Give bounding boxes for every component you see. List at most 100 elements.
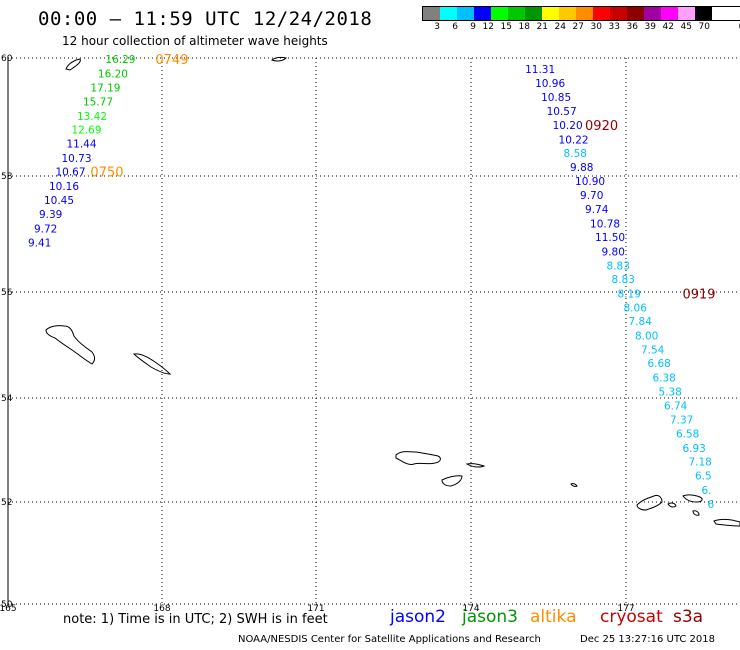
scale-label: 18	[518, 22, 530, 32]
wave-height-value: 9.41	[28, 238, 51, 250]
pass-time-label: 0919	[682, 287, 715, 302]
coastline-st-george-island	[132, 353, 172, 375]
coastline-amchitka-island	[713, 519, 740, 527]
scale-swatch	[457, 7, 474, 20]
scale-swatch	[627, 7, 644, 20]
wave-height-value: 9.39	[39, 209, 62, 221]
footer-credit: NOAA/NESDIS Center for Satellite Applica…	[238, 634, 541, 645]
wave-height-value: 12.69	[71, 125, 101, 137]
scale-label: 12	[482, 22, 494, 32]
scale-label: 70	[698, 22, 710, 32]
altimeter-tracks: 16.29 16.20 17.19 15.77 13.42 12.69 11.44 10.73…	[28, 54, 714, 511]
wave-height-value: 10.20	[553, 120, 583, 132]
coastline-agattu-island	[441, 475, 463, 487]
coastlines	[45, 56, 740, 527]
longitude-label: 171	[307, 604, 324, 614]
footer-timestamp: Dec 25 13:27:16 UTC 2018	[580, 634, 715, 645]
longitude-label: 165	[0, 604, 17, 614]
scale-label: 27	[572, 22, 584, 32]
scale-label: 3	[434, 22, 440, 32]
wave-height-value: 13.42	[77, 111, 107, 123]
legend-altika: altika	[530, 607, 577, 627]
scale-swatch	[491, 7, 508, 20]
wave-height-value: 10.45	[44, 195, 74, 207]
coastline-kiska-island	[636, 494, 663, 511]
graticule: 165 168 171 174 177 60 58 56 54 52 50	[0, 54, 740, 614]
wave-height-value: 9.80	[602, 246, 625, 258]
wave-height-value: 6.	[701, 485, 711, 497]
coastline-little-sitkin	[667, 502, 677, 508]
scale-swatch	[474, 7, 491, 20]
scale-label: 21	[536, 22, 548, 32]
pass-time-label: 0750	[90, 166, 123, 181]
latitude-label: 52	[1, 498, 12, 508]
wave-height-value: 10.96	[535, 78, 565, 90]
wave-height-value: 10.22	[559, 134, 589, 146]
wave-height-value: 6.38	[652, 372, 675, 384]
scale-label: 9	[470, 22, 476, 32]
scale-swatch	[644, 7, 661, 20]
wave-height-value: 6.5	[695, 471, 712, 483]
wave-height-value: 7.18	[688, 456, 711, 468]
scale-label: 24	[554, 22, 566, 32]
longitude-label: 168	[153, 604, 170, 614]
latitude-label: 54	[1, 394, 13, 404]
wave-height-value: 7.37	[670, 414, 693, 426]
wave-height-value: 9.70	[580, 190, 603, 202]
latitude-label: 56	[1, 288, 13, 298]
wave-height-value: 8.19	[618, 288, 641, 300]
scale-swatch	[610, 7, 627, 20]
scale-label: 15	[500, 22, 512, 32]
scale-label: 36	[626, 22, 638, 32]
wave-height-value: 10.78	[590, 218, 620, 230]
color-scale-swatches	[422, 6, 740, 21]
wave-height-value: 7.84	[629, 316, 653, 328]
chart-title: 00:00 – 11:59 UTC 12/24/2018	[38, 8, 373, 30]
wave-height-value: 10.90	[575, 176, 605, 188]
wave-height-value: 8.83	[612, 274, 635, 286]
scale-unit-label: (ft)	[728, 22, 740, 32]
wave-height-value: 7.54	[641, 345, 665, 357]
wave-height-value: 11.44	[66, 139, 96, 151]
wave-height-value: 9.74	[585, 204, 609, 216]
scale-swatch	[440, 7, 457, 20]
wave-height-value: 10.73	[61, 153, 91, 165]
scale-label: 45	[680, 22, 692, 32]
wave-height-value: 9.88	[570, 162, 593, 174]
longitude-label: 174	[462, 604, 479, 614]
coastline-semichi-islands	[465, 463, 486, 468]
scale-swatch	[525, 7, 542, 20]
pass-time-label: 0749	[155, 53, 188, 68]
scale-label: 33	[608, 22, 620, 32]
wave-height-value: 10.67	[55, 167, 85, 179]
scale-swatch	[542, 7, 559, 20]
latitude-label: 58	[1, 172, 13, 182]
wave-height-value: 6	[707, 499, 714, 511]
coastline-attu-island	[395, 451, 441, 465]
wave-height-value: 16.29	[105, 54, 135, 66]
wave-height-value: 15.77	[83, 97, 113, 109]
wave-height-value: 17.19	[90, 82, 120, 94]
wave-height-value: 11.50	[595, 232, 625, 244]
scale-swatch	[678, 7, 695, 20]
pass-time-labels: 0749 0750 0920 0919	[90, 53, 715, 302]
scale-swatch	[423, 7, 440, 20]
wave-height-value: 6.68	[647, 358, 670, 370]
wave-height-value: 8.58	[564, 148, 587, 160]
legend-jason2: jason2	[390, 607, 446, 627]
legend-s3a: s3a	[673, 607, 704, 627]
scale-swatch	[559, 7, 576, 20]
wave-height-value: 16.20	[98, 68, 128, 80]
coastline-buldir-island	[570, 483, 578, 487]
pass-time-label: 0920	[585, 119, 618, 134]
coastline-alaska-north	[65, 58, 81, 71]
wave-height-value: 10.16	[49, 181, 79, 193]
legend-jason3: jason3	[462, 607, 518, 627]
legend-cryosat: cryosat	[600, 607, 663, 627]
wave-height-value: 8.06	[624, 303, 648, 315]
scale-label: 6	[452, 22, 458, 32]
scale-label: 30	[590, 22, 602, 32]
wave-height-value: 6.93	[682, 443, 705, 455]
